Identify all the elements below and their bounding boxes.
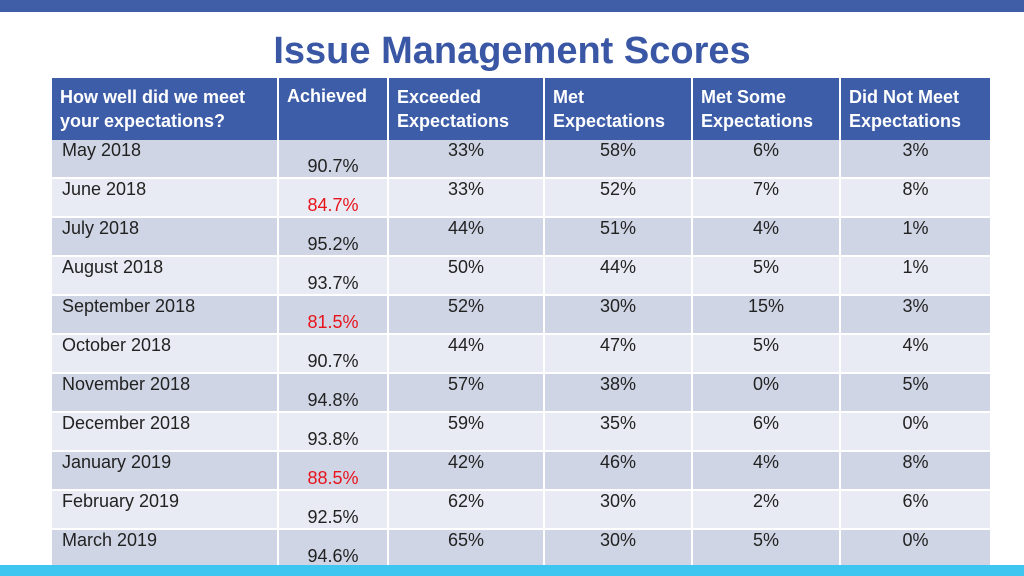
header-did-not-meet: Did Not Meet Expectations [840,78,990,140]
table-row: October 2018 90.7% 44% 47% 5% 4% [52,334,990,374]
header-row: How well did we meet your expectations? … [52,78,990,140]
did-not-meet-cell: 8% [840,451,990,491]
table-row: February 2019 92.5% 62% 30% 2% 6% [52,490,990,530]
did-not-meet-cell: 3% [840,295,990,335]
exceeded-cell: 50% [388,256,545,296]
met-cell: 30% [544,295,693,335]
exceeded-cell: 52% [388,295,545,335]
month-cell: February 2019 [52,490,279,530]
did-not-meet-cell: 0% [840,412,990,452]
table-row: September 2018 81.5% 52% 30% 15% 3% [52,295,990,335]
met-cell: 38% [544,373,693,413]
met-some-cell: 5% [692,334,841,374]
header-achieved: Achieved [278,78,389,140]
achieved-cell: 92.5% [278,490,389,530]
met-some-cell: 4% [692,217,841,257]
achieved-cell: 90.7% [278,334,389,374]
did-not-meet-cell: 1% [840,217,990,257]
achieved-cell: 88.5% [278,451,389,491]
achieved-cell: 93.7% [278,256,389,296]
exceeded-cell: 65% [388,529,545,569]
header-question: How well did we meet your expectations? [52,78,279,140]
month-cell: October 2018 [52,334,279,374]
did-not-meet-cell: 6% [840,490,990,530]
met-cell: 46% [544,451,693,491]
did-not-meet-cell: 0% [840,529,990,569]
met-some-cell: 4% [692,451,841,491]
did-not-meet-cell: 4% [840,334,990,374]
top-accent-bar [0,0,1024,12]
met-some-cell: 2% [692,490,841,530]
did-not-meet-cell: 5% [840,373,990,413]
did-not-meet-cell: 8% [840,178,990,218]
achieved-cell: 95.2% [278,217,389,257]
achieved-cell: 93.8% [278,412,389,452]
achieved-cell: 94.6% [278,529,389,569]
table-body: May 2018 90.7% 33% 58% 6% 3% June 2018 84.7% 33%… [52,140,990,569]
achieved-cell: 81.5% [278,295,389,335]
header-met: Met Expectations [544,78,693,140]
month-cell: January 2019 [52,451,279,491]
met-some-cell: 15% [692,295,841,335]
month-cell: May 2018 [52,140,279,179]
bottom-accent-bar [0,565,1024,576]
month-cell: November 2018 [52,373,279,413]
month-cell: September 2018 [52,295,279,335]
did-not-meet-cell: 1% [840,256,990,296]
met-cell: 51% [544,217,693,257]
met-some-cell: 7% [692,178,841,218]
month-cell: June 2018 [52,178,279,218]
exceeded-cell: 57% [388,373,545,413]
exceeded-cell: 42% [388,451,545,491]
exceeded-cell: 44% [388,217,545,257]
met-cell: 35% [544,412,693,452]
met-cell: 30% [544,490,693,530]
exceeded-cell: 33% [388,140,545,179]
achieved-cell: 94.8% [278,373,389,413]
met-some-cell: 6% [692,412,841,452]
table-row: March 2019 94.6% 65% 30% 5% 0% [52,529,990,569]
met-cell: 52% [544,178,693,218]
month-cell: July 2018 [52,217,279,257]
exceeded-cell: 33% [388,178,545,218]
met-some-cell: 5% [692,529,841,569]
exceeded-cell: 59% [388,412,545,452]
table-row: May 2018 90.7% 33% 58% 6% 3% [52,140,990,179]
met-some-cell: 5% [692,256,841,296]
exceeded-cell: 62% [388,490,545,530]
table-row: July 2018 95.2% 44% 51% 4% 1% [52,217,990,257]
met-cell: 30% [544,529,693,569]
header-exceeded: Exceeded Expectations [388,78,545,140]
page-title: Issue Management Scores [273,30,751,72]
exceeded-cell: 44% [388,334,545,374]
did-not-meet-cell: 3% [840,140,990,179]
header-met-some: Met Some Expectations [692,78,841,140]
met-some-cell: 0% [692,373,841,413]
month-cell: December 2018 [52,412,279,452]
table-row: November 2018 94.8% 57% 38% 0% 5% [52,373,990,413]
met-cell: 58% [544,140,693,179]
table-row: June 2018 84.7% 33% 52% 7% 8% [52,178,990,218]
month-cell: August 2018 [52,256,279,296]
met-cell: 47% [544,334,693,374]
table-row: December 2018 93.8% 59% 35% 6% 0% [52,412,990,452]
achieved-cell: 84.7% [278,178,389,218]
met-some-cell: 6% [692,140,841,179]
table-row: August 2018 93.7% 50% 44% 5% 1% [52,256,990,296]
met-cell: 44% [544,256,693,296]
achieved-cell: 90.7% [278,140,389,179]
table-row: January 2019 88.5% 42% 46% 4% 8% [52,451,990,491]
scores-table: How well did we meet your expectations? … [52,78,990,569]
month-cell: March 2019 [52,529,279,569]
